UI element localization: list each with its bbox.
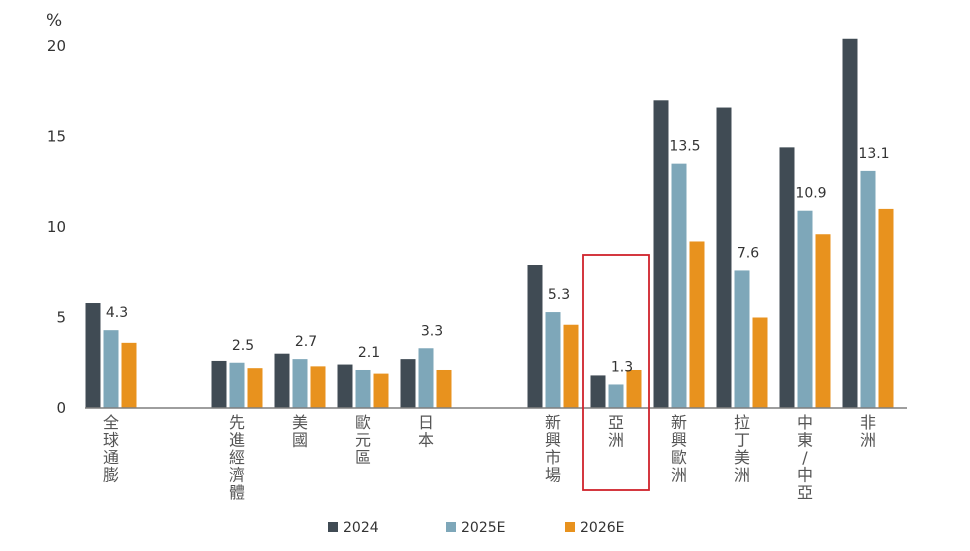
legend-swatch-2026E [565, 522, 575, 532]
data-label: 4.3 [106, 305, 128, 321]
data-label: 3.3 [421, 323, 443, 339]
category-label: 亞洲 [608, 413, 624, 450]
category-labels: 全球通膨 先進經濟體 美國 歐元區 日本 新興市場 亞洲 新興歐洲 拉丁美洲 中東/中亞 非洲 [103, 413, 876, 502]
bar-2024 [211, 360, 227, 408]
y-axis-ticks: 0 5 10 15 20 [47, 37, 66, 417]
bar-2024 [716, 107, 732, 408]
bar-2025E [671, 163, 687, 408]
bar-2026E [689, 241, 705, 408]
data-label: 2.1 [358, 345, 380, 361]
category-label: 拉丁美洲 [734, 413, 750, 485]
data-label: 2.7 [295, 334, 317, 350]
bar-2025E [103, 330, 119, 408]
bar-2025E [292, 359, 308, 408]
bar-2025E [229, 362, 245, 408]
legend-swatch-2024 [328, 522, 338, 532]
bar-2026E [626, 369, 642, 408]
category-label: 新興市場 [545, 413, 561, 485]
category-label: 先進經濟體 [229, 413, 245, 502]
legend-label-2024: 2024 [343, 520, 379, 536]
bar-2026E [878, 208, 894, 408]
bar-2026E [752, 317, 768, 408]
y-tick-label: 5 [56, 309, 66, 327]
data-label: 5.3 [548, 287, 570, 303]
bar-2026E [815, 234, 831, 408]
bar-2025E [355, 369, 371, 408]
bar-2026E [436, 369, 452, 408]
bar-2026E [563, 324, 579, 408]
bar-2026E [247, 368, 263, 408]
bar-2024 [337, 364, 353, 408]
category-label: 歐元區 [355, 413, 371, 467]
y-axis-unit-label: % [46, 11, 62, 31]
bar-2026E [373, 373, 389, 408]
bar-2024 [400, 359, 416, 408]
bar-2025E [608, 384, 624, 408]
bar-2024 [85, 303, 101, 408]
bar-2024 [527, 265, 543, 408]
category-label: 日本 [418, 413, 434, 450]
bar-2026E [310, 366, 326, 408]
bar-2024 [842, 38, 858, 408]
bar-2025E [545, 312, 561, 408]
category-label: 全球通膨 [103, 413, 119, 485]
highlight-box-asia [582, 254, 650, 491]
y-tick-label: 15 [47, 128, 66, 146]
category-label: 非洲 [860, 413, 876, 450]
data-label: 2.5 [232, 338, 254, 354]
data-label: 1.3 [611, 359, 633, 375]
bar-2024 [590, 375, 606, 408]
bar-2025E [797, 210, 813, 408]
bar-series [85, 38, 894, 409]
data-labels: 4.3 2.5 2.7 2.1 3.3 5.3 1.3 13.5 7.6 10.9 13.1 [106, 139, 890, 376]
data-label: 7.6 [737, 245, 759, 261]
legend-label-2026E: 2026E [580, 520, 624, 536]
category-label: 中東/中亞 [797, 413, 813, 502]
bar-2024 [779, 147, 795, 409]
data-label: 13.5 [669, 139, 700, 155]
category-label: 美國 [292, 413, 308, 450]
bar-2026E [121, 342, 137, 408]
bar-2025E [734, 270, 750, 408]
category-label: 新興歐洲 [671, 413, 687, 485]
y-tick-label: 10 [47, 218, 66, 236]
bar-2024 [653, 100, 669, 409]
bar-2025E [860, 170, 876, 408]
legend: 2024 2025E 2026E [328, 520, 624, 536]
data-label: 10.9 [795, 186, 826, 202]
legend-label-2025E: 2025E [461, 520, 505, 536]
legend-swatch-2025E [446, 522, 456, 532]
data-label: 13.1 [858, 146, 889, 162]
y-tick-label: 20 [47, 37, 66, 55]
bar-2025E [418, 348, 434, 408]
bar-2024 [274, 353, 290, 408]
y-tick-label: 0 [56, 399, 66, 417]
